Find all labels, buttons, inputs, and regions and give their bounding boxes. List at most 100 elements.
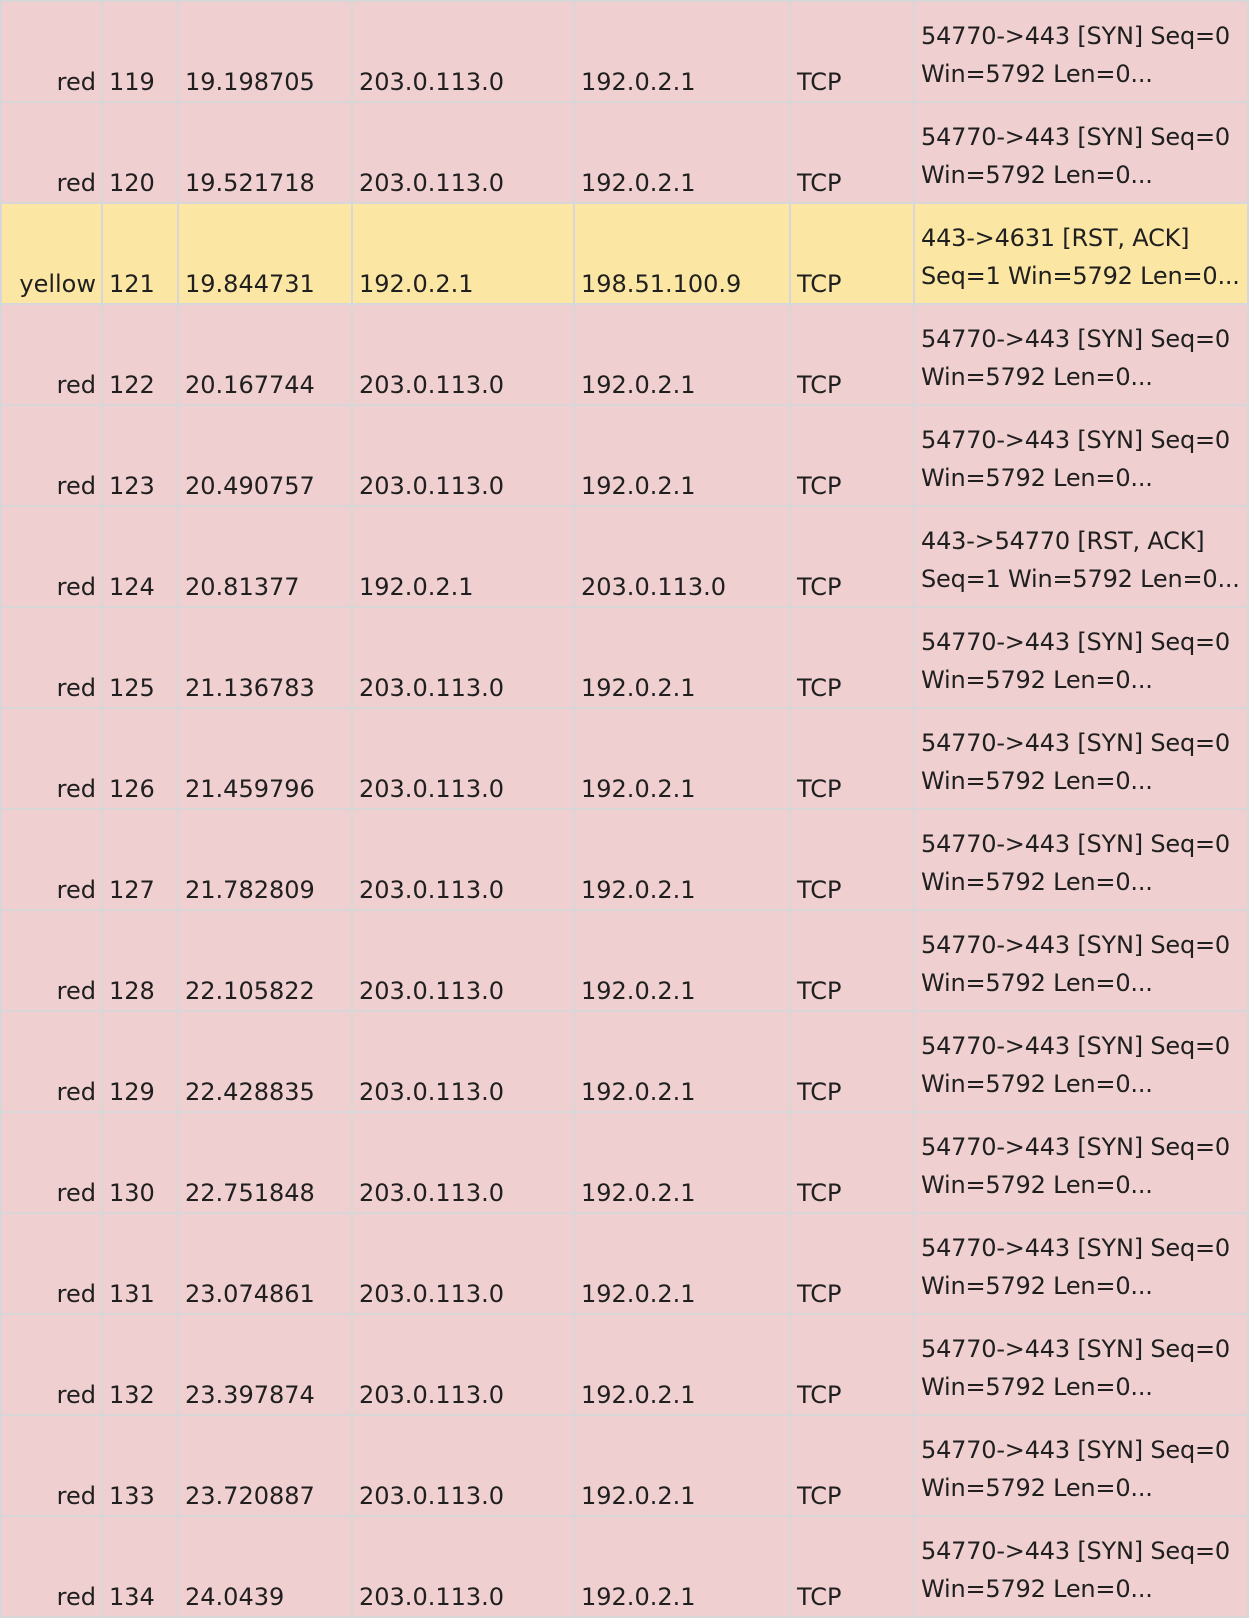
cell-source: 203.0.113.0 (351, 303, 575, 406)
cell-destination: 198.51.100.9 (573, 202, 791, 305)
cell-destination: 192.0.2.1 (573, 808, 791, 911)
cell-color: red (0, 606, 103, 709)
cell-time: 19.844731 (177, 202, 353, 305)
cell-destination: 192.0.2.1 (573, 1111, 791, 1214)
info-line-1: 54770->443 [SYN] Seq=0 (921, 830, 1230, 858)
cell-number: 122 (101, 303, 179, 406)
table-row[interactable]: red 132 23.397874 203.0.113.0 192.0.2.1 … (0, 1313, 1249, 1416)
info-line-2: Win=5792 Len=0... (921, 60, 1153, 88)
info-line-2: Win=5792 Len=0... (921, 868, 1153, 896)
cell-number: 124 (101, 505, 179, 608)
cell-info: 54770->443 [SYN] Seq=0 Win=5792 Len=0... (913, 808, 1249, 911)
cell-destination: 192.0.2.1 (573, 303, 791, 406)
cell-protocol: TCP (789, 909, 915, 1012)
cell-protocol: TCP (789, 404, 915, 507)
info-line-2: Win=5792 Len=0... (921, 1575, 1153, 1603)
table-row[interactable]: red 134 24.0439 203.0.113.0 192.0.2.1 TC… (0, 1515, 1249, 1618)
cell-time: 22.751848 (177, 1111, 353, 1214)
cell-info: 54770->443 [SYN] Seq=0 Win=5792 Len=0... (913, 606, 1249, 709)
table-row[interactable]: red 133 23.720887 203.0.113.0 192.0.2.1 … (0, 1414, 1249, 1517)
cell-info: 54770->443 [SYN] Seq=0 Win=5792 Len=0... (913, 0, 1249, 103)
table-row[interactable]: red 131 23.074861 203.0.113.0 192.0.2.1 … (0, 1212, 1249, 1315)
info-line-1: 54770->443 [SYN] Seq=0 (921, 1335, 1230, 1363)
cell-time: 24.0439 (177, 1515, 353, 1618)
info-line-1: 54770->443 [SYN] Seq=0 (921, 1537, 1230, 1565)
cell-info: 54770->443 [SYN] Seq=0 Win=5792 Len=0... (913, 1010, 1249, 1113)
cell-number: 127 (101, 808, 179, 911)
cell-color: red (0, 505, 103, 608)
info-line-1: 54770->443 [SYN] Seq=0 (921, 123, 1230, 151)
info-line-2: Win=5792 Len=0... (921, 464, 1153, 492)
cell-protocol: TCP (789, 505, 915, 608)
cell-destination: 192.0.2.1 (573, 1313, 791, 1416)
cell-protocol: TCP (789, 1313, 915, 1416)
cell-protocol: TCP (789, 606, 915, 709)
cell-time: 22.428835 (177, 1010, 353, 1113)
cell-source: 203.0.113.0 (351, 909, 575, 1012)
table-row[interactable]: red 129 22.428835 203.0.113.0 192.0.2.1 … (0, 1010, 1249, 1113)
cell-info: 54770->443 [SYN] Seq=0 Win=5792 Len=0... (913, 1313, 1249, 1416)
table-row[interactable]: red 124 20.81377 192.0.2.1 203.0.113.0 T… (0, 505, 1249, 608)
cell-number: 132 (101, 1313, 179, 1416)
cell-time: 21.136783 (177, 606, 353, 709)
info-line-1: 54770->443 [SYN] Seq=0 (921, 1234, 1230, 1262)
info-line-1: 54770->443 [SYN] Seq=0 (921, 931, 1230, 959)
info-line-1: 54770->443 [SYN] Seq=0 (921, 729, 1230, 757)
cell-source: 203.0.113.0 (351, 1414, 575, 1517)
cell-destination: 192.0.2.1 (573, 707, 791, 810)
table-row[interactable]: red 125 21.136783 203.0.113.0 192.0.2.1 … (0, 606, 1249, 709)
cell-color: red (0, 1515, 103, 1618)
cell-protocol: TCP (789, 0, 915, 103)
table-row[interactable]: red 123 20.490757 203.0.113.0 192.0.2.1 … (0, 404, 1249, 507)
table-row[interactable]: red 119 19.198705 203.0.113.0 192.0.2.1 … (0, 0, 1249, 103)
cell-source: 203.0.113.0 (351, 404, 575, 507)
cell-time: 23.720887 (177, 1414, 353, 1517)
cell-source: 203.0.113.0 (351, 0, 575, 103)
cell-destination: 192.0.2.1 (573, 0, 791, 103)
cell-source: 203.0.113.0 (351, 1313, 575, 1416)
cell-color: red (0, 404, 103, 507)
info-line-2: Win=5792 Len=0... (921, 1272, 1153, 1300)
table-row[interactable]: red 120 19.521718 203.0.113.0 192.0.2.1 … (0, 101, 1249, 204)
info-line-2: Win=5792 Len=0... (921, 767, 1153, 795)
cell-destination: 192.0.2.1 (573, 1212, 791, 1315)
info-line-1: 54770->443 [SYN] Seq=0 (921, 1436, 1230, 1464)
cell-protocol: TCP (789, 1111, 915, 1214)
cell-destination: 192.0.2.1 (573, 1010, 791, 1113)
cell-source: 203.0.113.0 (351, 1010, 575, 1113)
info-line-1: 54770->443 [SYN] Seq=0 (921, 325, 1230, 353)
cell-time: 23.074861 (177, 1212, 353, 1315)
cell-source: 203.0.113.0 (351, 808, 575, 911)
cell-number: 125 (101, 606, 179, 709)
cell-time: 23.397874 (177, 1313, 353, 1416)
cell-source: 203.0.113.0 (351, 707, 575, 810)
cell-source: 203.0.113.0 (351, 1515, 575, 1618)
info-line-2: Win=5792 Len=0... (921, 969, 1153, 997)
cell-protocol: TCP (789, 303, 915, 406)
cell-destination: 192.0.2.1 (573, 1515, 791, 1618)
cell-source: 203.0.113.0 (351, 101, 575, 204)
info-line-1: 54770->443 [SYN] Seq=0 (921, 1133, 1230, 1161)
cell-protocol: TCP (789, 707, 915, 810)
table-row[interactable]: red 122 20.167744 203.0.113.0 192.0.2.1 … (0, 303, 1249, 406)
table-row[interactable]: red 126 21.459796 203.0.113.0 192.0.2.1 … (0, 707, 1249, 810)
table-row[interactable]: red 127 21.782809 203.0.113.0 192.0.2.1 … (0, 808, 1249, 911)
info-line-2: Win=5792 Len=0... (921, 1474, 1153, 1502)
info-line-1: 54770->443 [SYN] Seq=0 (921, 1032, 1230, 1060)
cell-time: 21.782809 (177, 808, 353, 911)
info-line-1: 54770->443 [SYN] Seq=0 (921, 426, 1230, 454)
cell-info: 443->4631 [RST, ACK] Seq=1 Win=5792 Len=0… (913, 202, 1249, 305)
cell-protocol: TCP (789, 202, 915, 305)
info-line-2: Win=5792 Len=0... (921, 1373, 1153, 1401)
cell-info: 54770->443 [SYN] Seq=0 Win=5792 Len=0... (913, 1212, 1249, 1315)
info-line-1: 443->54770 [RST, ACK] (921, 527, 1205, 555)
cell-number: 133 (101, 1414, 179, 1517)
cell-destination: 192.0.2.1 (573, 404, 791, 507)
cell-destination: 192.0.2.1 (573, 1414, 791, 1517)
info-line-1: 54770->443 [SYN] Seq=0 (921, 628, 1230, 656)
table-row[interactable]: red 130 22.751848 203.0.113.0 192.0.2.1 … (0, 1111, 1249, 1214)
table-row[interactable]: yellow 121 19.844731 192.0.2.1 198.51.10… (0, 202, 1249, 305)
table-row[interactable]: red 128 22.105822 203.0.113.0 192.0.2.1 … (0, 909, 1249, 1012)
cell-number: 134 (101, 1515, 179, 1618)
